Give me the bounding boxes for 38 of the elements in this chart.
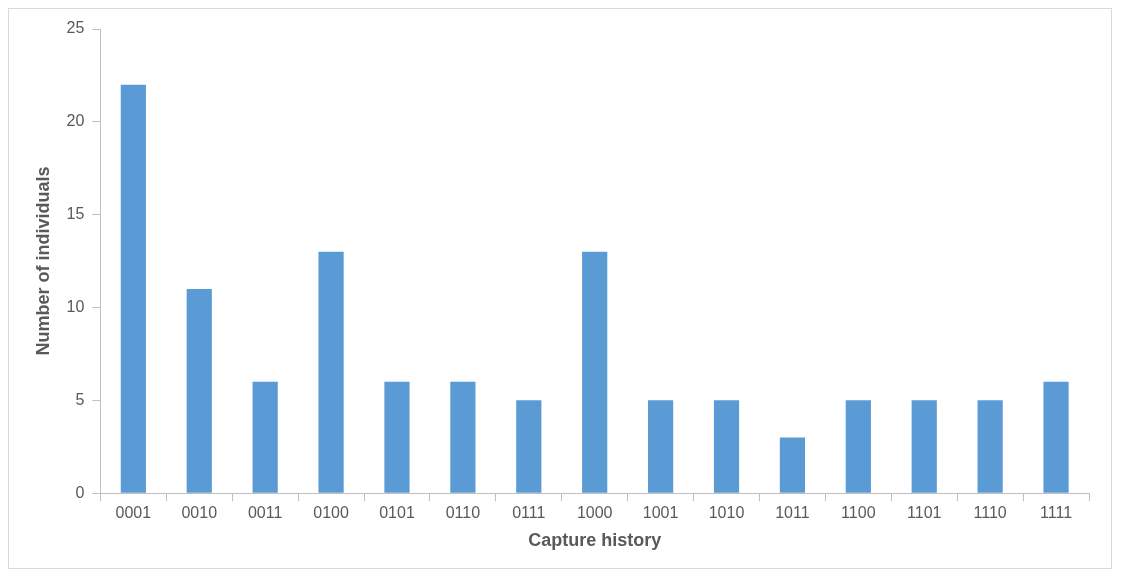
x-tick-label: 1000 bbox=[576, 504, 613, 522]
bar bbox=[120, 84, 146, 493]
x-tick-label: 0110 bbox=[445, 504, 481, 522]
bar bbox=[252, 381, 278, 493]
y-tick-label: 15 bbox=[66, 205, 85, 223]
x-tick-label: 0010 bbox=[181, 504, 218, 522]
bar bbox=[186, 288, 212, 493]
bar bbox=[318, 251, 344, 493]
y-tick-label: 10 bbox=[66, 297, 85, 315]
bar bbox=[384, 381, 410, 493]
x-axis-title: Capture history bbox=[528, 530, 662, 551]
x-tick-label: 1010 bbox=[708, 504, 745, 522]
y-tick-label: 5 bbox=[75, 390, 85, 408]
x-tick-label: 1100 bbox=[841, 504, 876, 522]
bar bbox=[845, 400, 871, 493]
x-tick-label: 1110 bbox=[973, 504, 1007, 522]
bar bbox=[450, 381, 476, 493]
x-tick-label: 0111 bbox=[512, 504, 546, 522]
x-tick-label: 1101 bbox=[907, 504, 942, 522]
y-axis-title: Number of individuals bbox=[32, 166, 53, 356]
bar bbox=[713, 400, 740, 493]
x-tick-label: 1111 bbox=[1040, 504, 1073, 522]
x-tick-label: 0100 bbox=[313, 504, 349, 522]
bar bbox=[779, 437, 806, 493]
x-tick-label: 0011 bbox=[247, 504, 283, 522]
bar bbox=[1043, 381, 1069, 493]
y-tick-label: 25 bbox=[66, 19, 85, 37]
y-tick-label: 20 bbox=[66, 112, 85, 130]
bar bbox=[911, 400, 937, 493]
y-tick-label: 0 bbox=[75, 483, 85, 501]
x-tick-label: 0101 bbox=[379, 504, 415, 522]
x-tick-label: 0001 bbox=[115, 504, 152, 522]
bar bbox=[582, 251, 608, 493]
bar bbox=[977, 400, 1003, 493]
bar bbox=[516, 400, 542, 493]
x-tick-label: 1011 bbox=[775, 504, 810, 522]
x-tick-label: 1001 bbox=[642, 504, 679, 522]
bar bbox=[648, 400, 674, 493]
